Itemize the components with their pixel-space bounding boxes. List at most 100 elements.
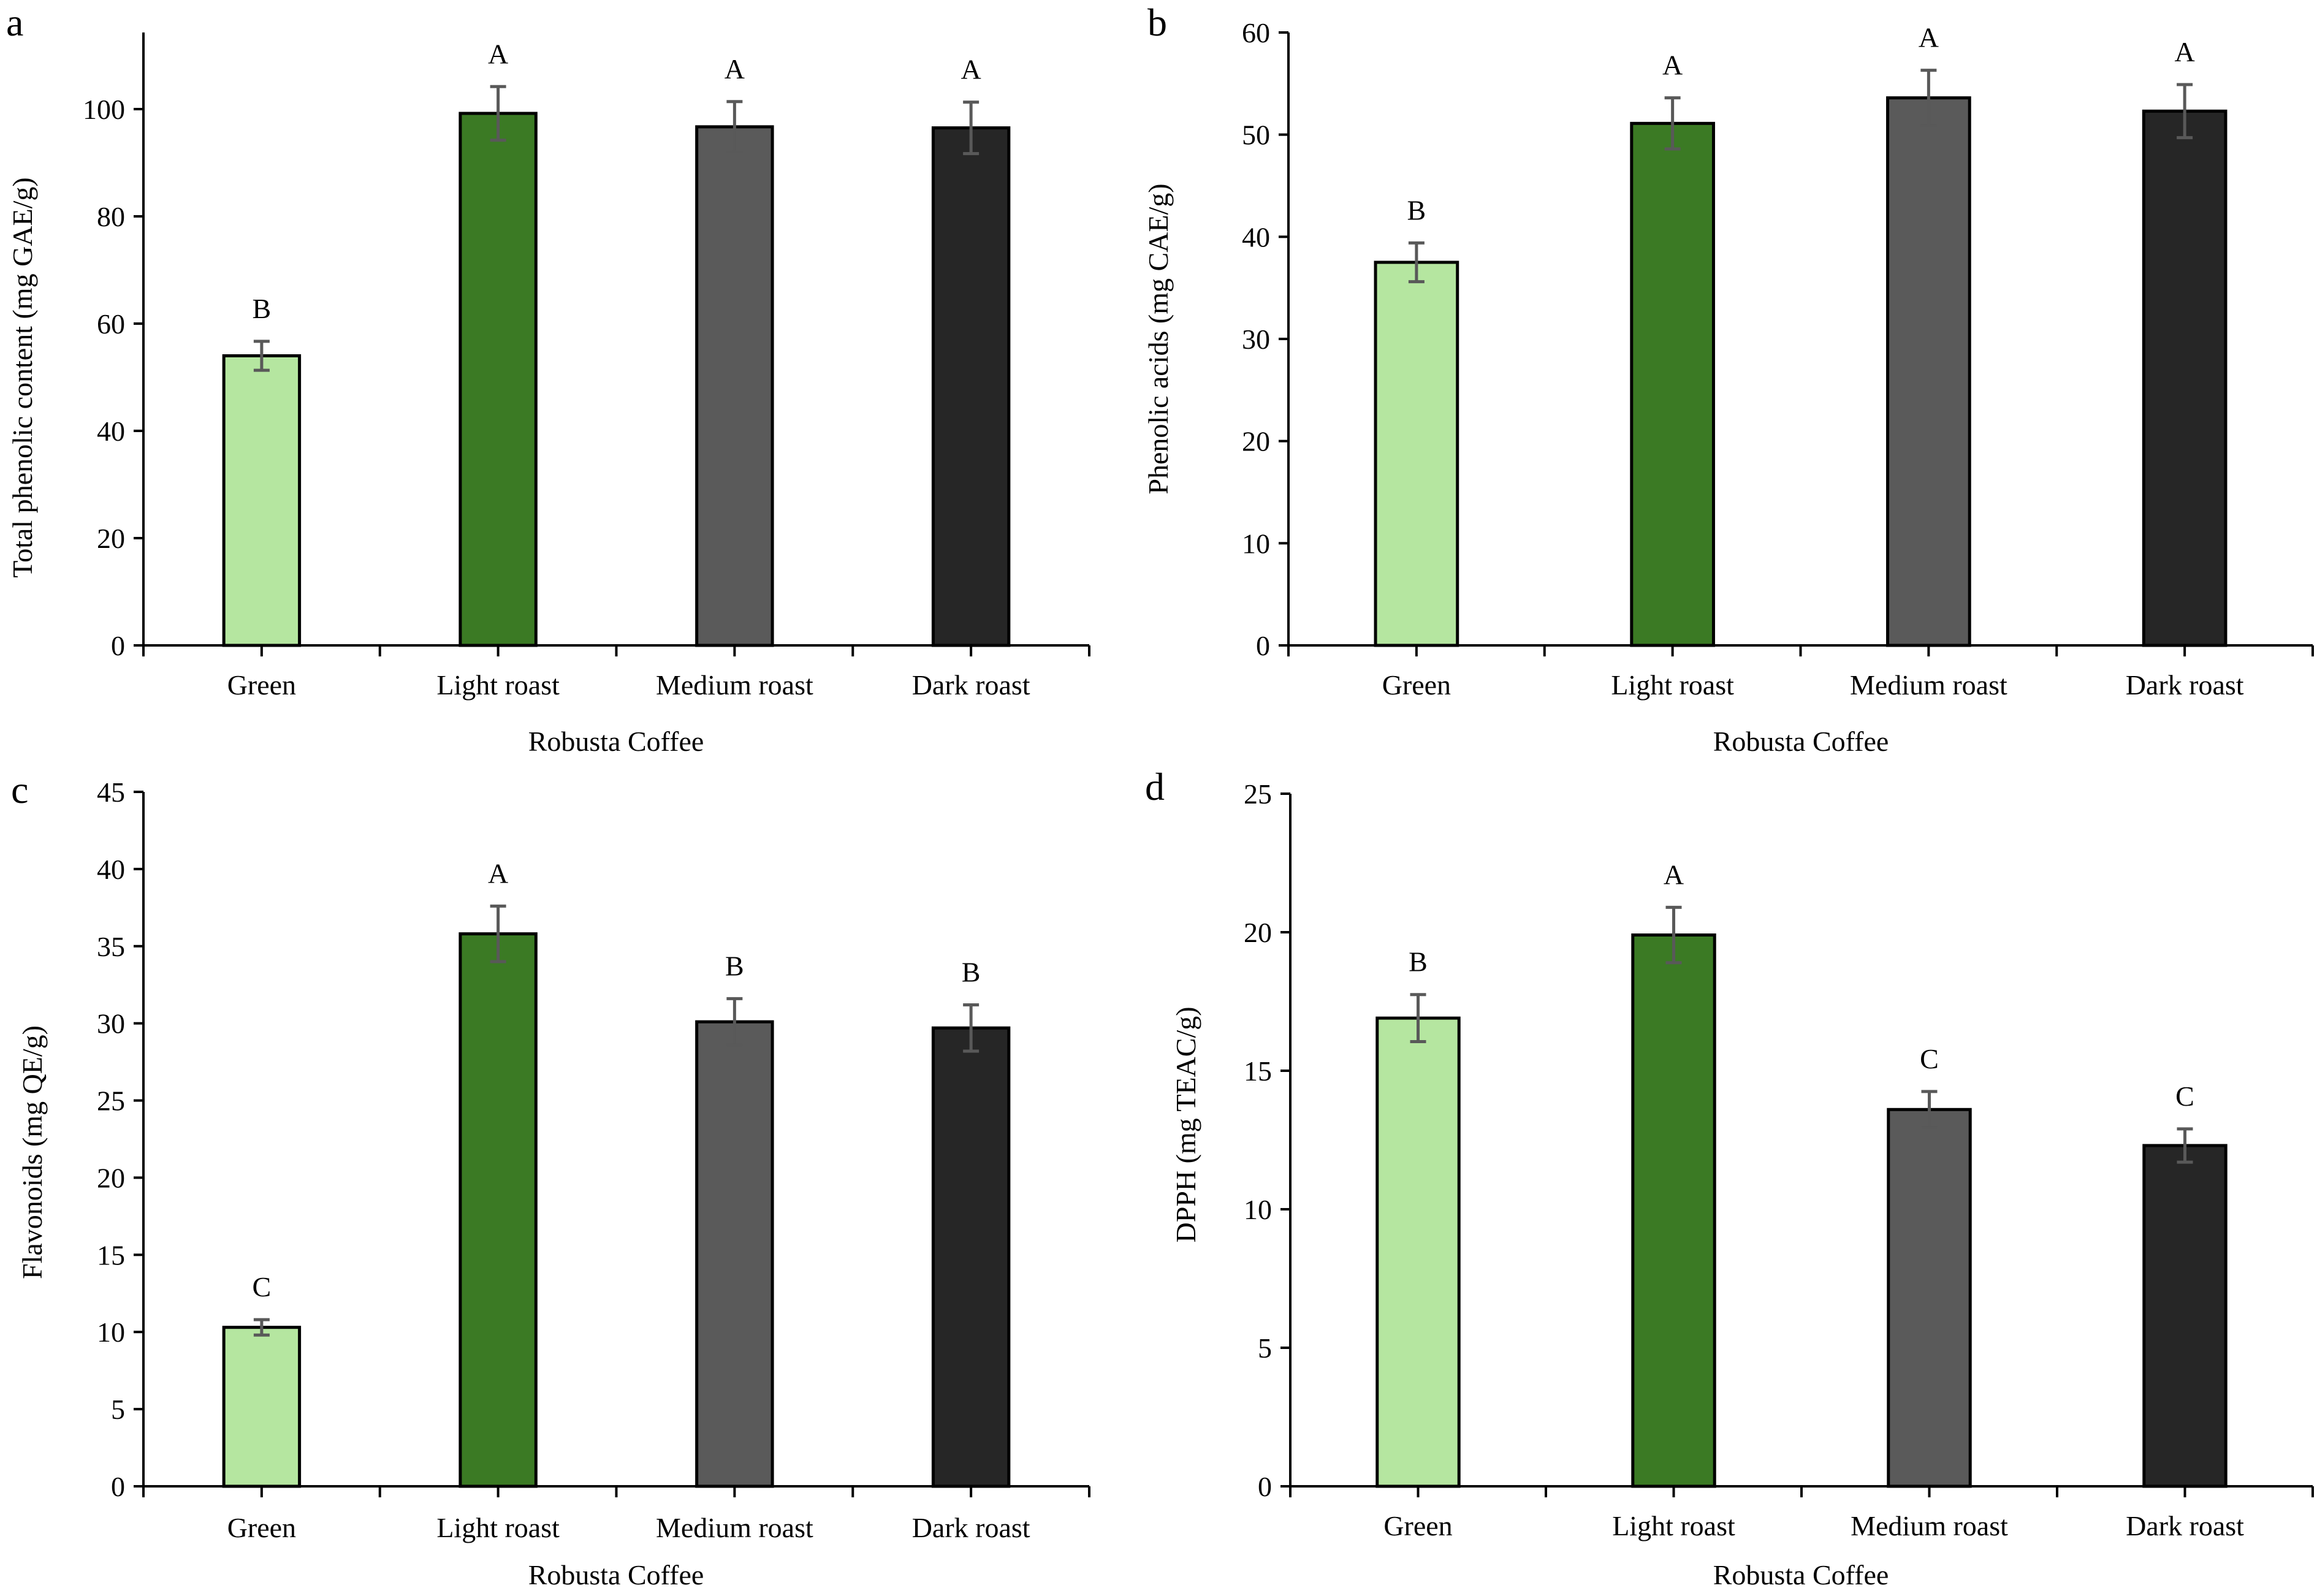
bar-light-roast [458, 112, 538, 647]
significance-label: B [253, 293, 272, 324]
x-tick-label: Medium roast [1851, 1510, 2008, 1541]
panel-d: d DPPH (mg TEAC/g) Robusta Coffee 0 5 10 15… [1145, 765, 2314, 1590]
bar-medium-roast [695, 1020, 774, 1488]
y-tick-label: 80 [97, 201, 125, 232]
bar-medium-roast [1886, 96, 1971, 647]
y-tick-label: 100 [83, 94, 125, 125]
error-bar [963, 1003, 980, 1053]
error-bar [726, 997, 743, 1047]
y-tick-label: 25 [97, 1085, 125, 1117]
y-tick-label: 20 [97, 523, 125, 554]
significance-label: B [962, 956, 981, 987]
x-tick-label: Light roast [436, 669, 560, 701]
x-axis-label: Robusta Coffee [528, 726, 704, 757]
significance-label: C [2175, 1081, 2194, 1112]
error-bar [1408, 241, 1425, 284]
x-tick-label: Green [1383, 1510, 1452, 1541]
error-bar [253, 1318, 270, 1337]
y-tick-label: 30 [97, 1008, 125, 1039]
significance-label: A [488, 857, 508, 889]
significance-label: B [725, 950, 744, 981]
x-axis-label: Robusta Coffee [1713, 726, 1889, 757]
x-tick-label: Light roast [1611, 669, 1734, 701]
bar-dark-roast [2142, 109, 2228, 647]
y-tick-label: 60 [1242, 17, 1270, 48]
x-tick-label: Medium roast [656, 669, 813, 701]
significance-label: A [725, 53, 745, 85]
y-tick-label: 40 [1242, 221, 1270, 253]
bar-dark-roast [2142, 1144, 2228, 1488]
panel-letter: b [1147, 1, 1167, 44]
y-tick-label: 30 [1242, 324, 1270, 355]
x-tick-label: Medium roast [656, 1512, 813, 1543]
y-tick-label: 15 [97, 1239, 125, 1271]
y-axis-label: Total phenolic content (mg GAE/g) [7, 177, 38, 577]
y-tick-label: 40 [97, 416, 125, 447]
bar-medium-roast [695, 125, 774, 647]
error-bar [1664, 96, 1681, 151]
y-tick-label: 45 [97, 777, 125, 808]
y-axis-label: DPPH (mg TEAC/g) [1170, 1006, 1201, 1242]
significance-label: A [1664, 859, 1684, 890]
y-tick-label: 20 [97, 1162, 125, 1193]
error-bar [1920, 69, 1937, 127]
y-tick-label: 15 [1244, 1055, 1272, 1087]
error-bar [1665, 905, 1682, 965]
significance-label: C [253, 1271, 272, 1302]
significance-label: A [488, 38, 508, 69]
y-tick-label: 0 [1258, 1471, 1272, 1502]
error-bar [490, 904, 506, 963]
panel-b: b Phenolic acids (mg CAE/g) Robusta Coff… [1143, 1, 2314, 757]
error-bar [2177, 1127, 2193, 1164]
significance-label: A [2175, 36, 2195, 67]
panel-letter: d [1145, 765, 1165, 808]
bar-dark-roast [931, 1026, 1011, 1488]
y-tick-label: 50 [1242, 120, 1270, 151]
bar-light-roast [1631, 933, 1716, 1488]
significance-label: A [1919, 22, 1939, 53]
y-tick-label: 0 [111, 630, 125, 661]
x-tick-label: Light roast [436, 1512, 560, 1543]
y-tick-label: 5 [1258, 1332, 1272, 1364]
significance-label: B [1409, 946, 1428, 978]
x-axis-label: Robusta Coffee [528, 1559, 704, 1590]
significance-label: A [1662, 50, 1683, 81]
error-bar [253, 340, 270, 372]
bar-medium-roast [1887, 1108, 1972, 1488]
bar-green [222, 354, 302, 647]
panel-a: a Total phenolic content (mg GAE/g) Robu… [6, 1, 1090, 757]
y-tick-label: 60 [97, 308, 125, 340]
x-tick-label: Light roast [1612, 1510, 1735, 1541]
y-tick-label: 40 [97, 854, 125, 885]
panel-c: c Flavonoids (mg QE/g) Robusta Coffee 0 5… [11, 768, 1090, 1590]
x-tick-label: Dark roast [912, 669, 1030, 701]
bar-light-roast [458, 932, 538, 1488]
x-tick-label: Dark roast [2126, 669, 2244, 701]
x-tick-label: Dark roast [912, 1512, 1030, 1543]
x-tick-label: Dark roast [2126, 1510, 2244, 1541]
x-tick-label: Green [227, 669, 296, 701]
x-tick-label: Green [1382, 669, 1451, 701]
y-tick-label: 0 [1256, 630, 1270, 661]
bar-green [1374, 260, 1459, 647]
y-tick-label: 5 [111, 1394, 125, 1425]
y-tick-label: 10 [1242, 528, 1270, 559]
y-axis-label: Flavonoids (mg QE/g) [17, 1025, 48, 1279]
panel-letter: c [11, 768, 28, 811]
bar-green [1375, 1016, 1461, 1488]
error-bar [2177, 83, 2193, 140]
y-tick-label: 20 [1242, 426, 1270, 457]
panel-letter: a [6, 1, 23, 44]
bar-light-roast [1630, 121, 1715, 647]
x-tick-label: Green [227, 1512, 296, 1543]
x-axis-label: Robusta Coffee [1713, 1559, 1889, 1590]
y-tick-label: 10 [1244, 1194, 1272, 1225]
error-bar [1410, 993, 1426, 1044]
y-tick-label: 25 [1244, 778, 1272, 810]
significance-label: A [961, 54, 981, 85]
y-axis-label: Phenolic acids (mg CAE/g) [1143, 183, 1174, 494]
bar-green [222, 1326, 302, 1488]
error-bar [490, 85, 506, 142]
bar-dark-roast [931, 126, 1011, 647]
